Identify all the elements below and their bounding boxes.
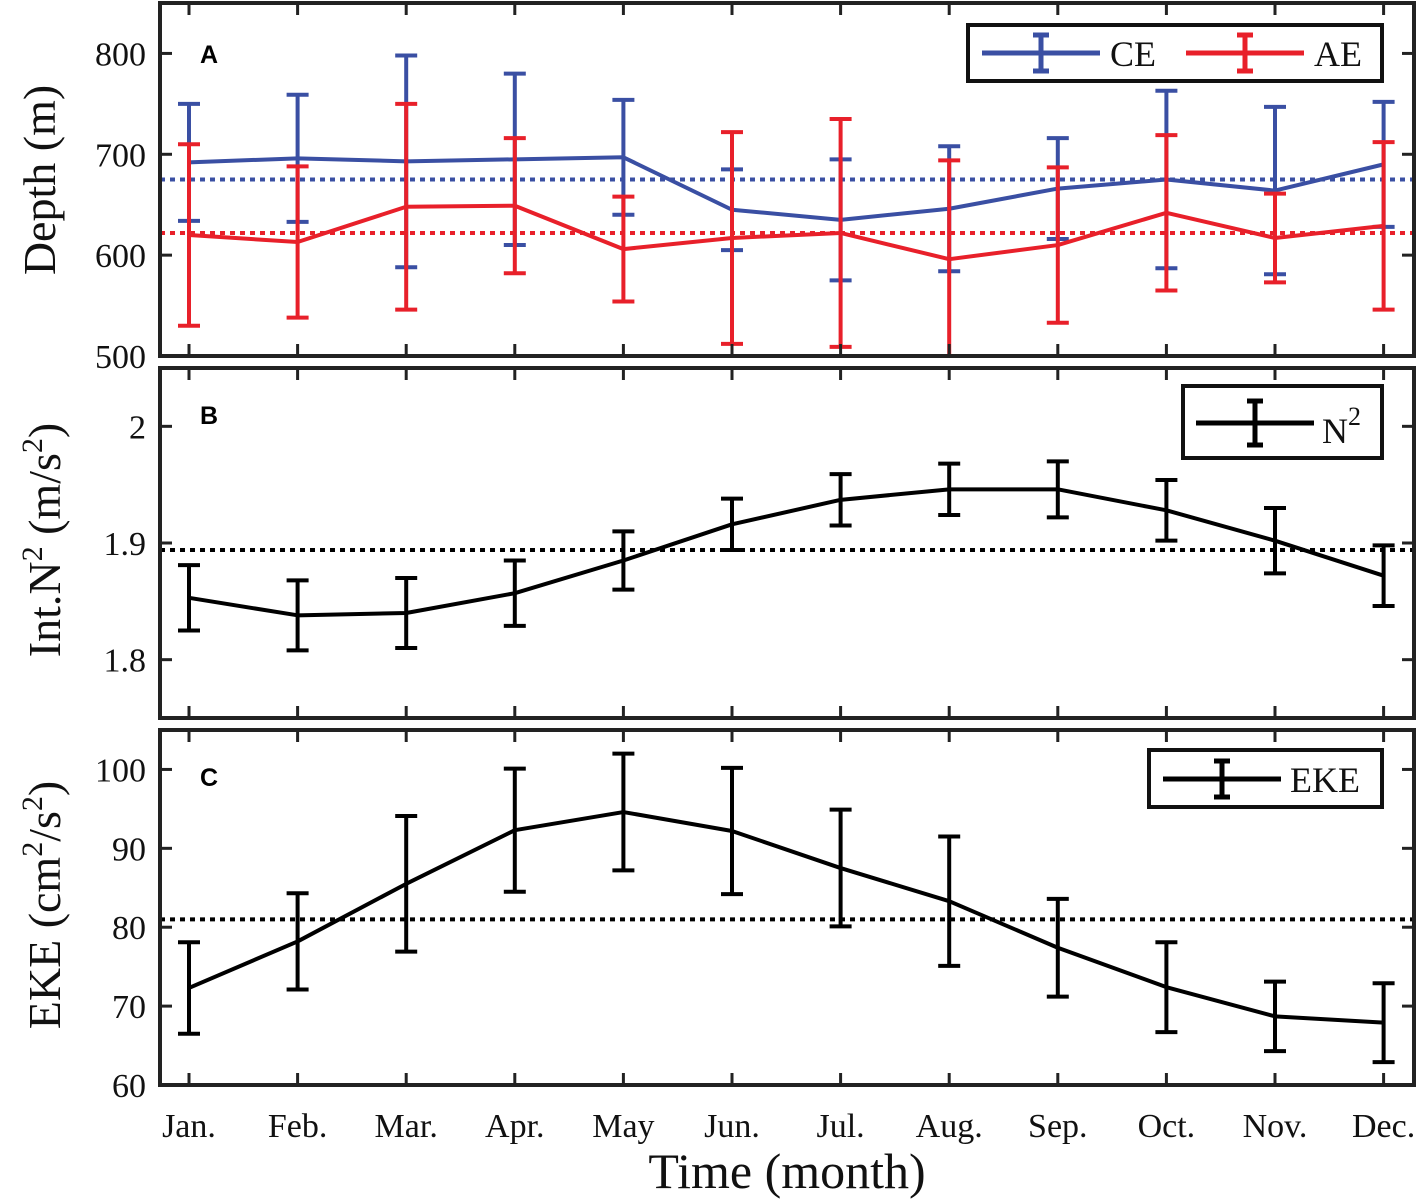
y-tick-label: 100 [95, 752, 146, 789]
panel-c-y-label-close: ) [19, 781, 70, 796]
panel-b-y-label-sup: 2 [16, 546, 49, 561]
x-tick-label: Apr. [485, 1108, 545, 1145]
x-tick-label: Dec. [1352, 1108, 1415, 1145]
x-axis-label: Time (month) [648, 1143, 925, 1199]
y-tick-label: 1.8 [104, 643, 147, 680]
panel-a-y-label: Depth (m) [14, 85, 65, 275]
x-tick-label: May [592, 1108, 654, 1145]
panel-a-y-ticks: 500 600 700 800 [95, 3, 1414, 376]
y-tick-label: 60 [112, 1068, 146, 1105]
panel-b-y-label-main: Int.N [19, 561, 70, 657]
panel-c-y-ticks: 60 70 80 90 100 [95, 730, 1414, 1105]
x-axis-tick-labels: Jan. Feb. Mar. Apr. May Jun. Jul. Aug. Sep. Oct. N… [162, 1108, 1415, 1145]
series-ae-line [188, 203, 1384, 262]
y-tick-label: 70 [112, 989, 146, 1026]
panel-c-legend: EKE [1147, 748, 1384, 809]
panel-b-y-label-units: (m/s [19, 453, 70, 535]
panel-c-series-group [160, 751, 1414, 1065]
panel-b-legend: N2 [1181, 384, 1384, 460]
panel-a-legend: CE AE [966, 23, 1384, 83]
x-tick-label: Nov. [1243, 1108, 1308, 1145]
panel-c-y-label: EKE (cm2/s2) [16, 781, 70, 1029]
panel-a-frame [158, 1, 1416, 358]
x-tick-label: Jul. [817, 1108, 865, 1145]
panel-b-y-ticks: 1.8 1.9 2 [104, 368, 1414, 718]
x-tick-label: Jun. [704, 1108, 760, 1145]
panel-b-y-label-units-sup: 2 [16, 438, 49, 453]
panel-c-letter: C [200, 764, 218, 792]
panel-a-plot-area [160, 53, 1414, 356]
series-eke-line [188, 810, 1384, 1025]
y-tick-label: 600 [95, 238, 146, 275]
legend-ce-label: CE [1110, 34, 1156, 74]
series-n-line [188, 487, 1385, 618]
x-tick-label: Aug. [916, 1108, 983, 1145]
legend-eke-label: EKE [1290, 760, 1360, 800]
legend-n2-label: N2 [1322, 402, 1361, 451]
panel-b-series-group [160, 459, 1414, 653]
x-tick-label: Oct. [1138, 1108, 1196, 1145]
panel-c-y-label-main: EKE (cm [19, 857, 70, 1030]
panel-c-frame [158, 728, 1416, 1087]
series-ce-line [188, 155, 1385, 222]
x-tick-label: Jan. [162, 1108, 216, 1145]
y-tick-label: 90 [112, 831, 146, 868]
panel-b-stratification: B 1.81.92 Int.N2 (m/s2) N2 [16, 366, 1416, 720]
panel-a-depth: A 500 600 700 800 Depth (m) CE AE [14, 1, 1416, 376]
y-tick-label: 80 [112, 910, 146, 947]
x-tick-label: Feb. [268, 1108, 328, 1145]
panel-b-letter: B [200, 402, 218, 430]
y-tick-label: 700 [95, 137, 146, 174]
x-tick-label: Sep. [1028, 1108, 1088, 1145]
panel-b-plot-area [160, 459, 1414, 653]
panel-b-y-label: Int.N2 (m/s2) [16, 423, 70, 657]
x-tick-label: Mar. [375, 1108, 438, 1145]
panel-c-y-label-sup: 2 [16, 842, 49, 857]
panel-a-letter: A [200, 41, 218, 69]
panel-b-y-label-close: ) [19, 423, 70, 438]
y-tick-label: 2 [129, 409, 146, 446]
legend-ae-label: AE [1314, 34, 1362, 74]
y-tick-label: 1.9 [104, 526, 147, 563]
panel-a-series-group [160, 53, 1414, 356]
y-tick-label: 800 [95, 36, 146, 73]
panel-c-plot-area [160, 751, 1414, 1065]
panel-c-y-label-units: /s [19, 811, 70, 842]
y-tick-label: 500 [95, 339, 146, 376]
panel-c-y-label-units-sup: 2 [16, 796, 49, 811]
